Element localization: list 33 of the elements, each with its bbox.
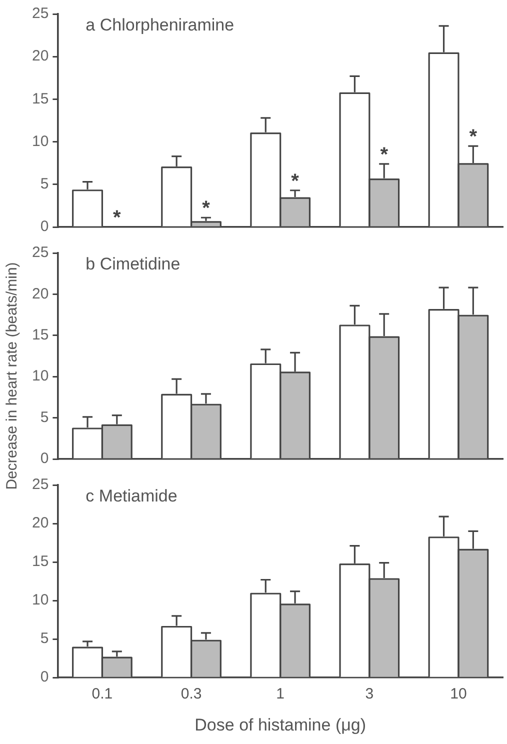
y-tick-label: 20: [32, 285, 49, 302]
y-tick-label: 10: [32, 592, 49, 609]
y-tick-label: 5: [40, 630, 49, 648]
data-label: *: [469, 126, 478, 148]
x-tick-label: 10: [450, 686, 467, 703]
y-tick-label: 15: [32, 90, 49, 108]
x-tick-label: 1: [276, 686, 285, 703]
y-tick-label: 0: [40, 668, 49, 686]
data-label: *: [202, 198, 210, 220]
chart-title: b Cimetidine: [86, 254, 180, 274]
y-tick-label: 25: [32, 244, 49, 262]
y-tick-label: 5: [40, 176, 49, 193]
data-label: *: [380, 144, 388, 166]
y-tick-label: 15: [32, 553, 49, 570]
y-tick-label: 25: [32, 476, 49, 494]
data-label: *: [113, 207, 122, 229]
y-tick-label: 5: [40, 408, 49, 426]
chart-title: c Metiamide: [86, 486, 178, 506]
y-tick-label: 25: [32, 5, 49, 22]
y-tick-label: 20: [32, 514, 49, 532]
y-axis-title: Decrease in heart rate (beats/min): [4, 262, 20, 490]
y-tick-label: 10: [32, 132, 49, 150]
x-tick-label: 0.1: [92, 686, 113, 703]
y-tick-label: 10: [32, 368, 49, 385]
y-tick-label: 20: [32, 48, 49, 65]
y-tick-label: 0: [40, 218, 49, 236]
chart-title: a Chlorpheniramine: [86, 16, 234, 35]
x-tick-label: 3: [365, 686, 374, 703]
x-tick-label: 0.3: [180, 686, 202, 703]
y-tick-label: 0: [40, 450, 49, 468]
x-axis-title: Dose of histamine (μg): [194, 715, 366, 734]
y-tick-label: 15: [32, 326, 49, 344]
data-label: *: [291, 170, 300, 192]
